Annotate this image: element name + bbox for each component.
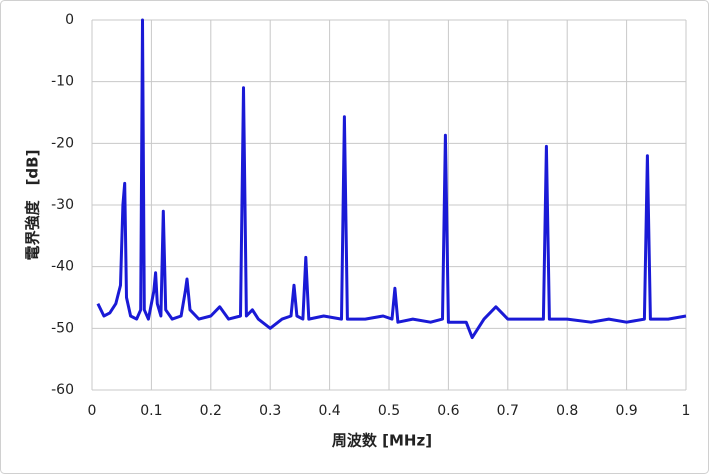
y-tick-label: -60 [51,382,74,398]
y-tick-label: 0 [65,12,74,28]
x-tick-label: 1 [682,403,691,419]
x-tick-label: 0.3 [259,403,281,419]
x-tick-label: 0.6 [437,403,459,419]
spectrum-line [96,18,687,340]
x-tick-label: 0 [88,403,97,419]
x-tick-label: 0.5 [378,403,400,419]
x-tick-label: 0.7 [497,403,519,419]
y-axis-label: 電界強度 [dB] [24,150,42,261]
y-tick-label: -30 [51,197,74,213]
x-tick-label: 0.8 [556,403,578,419]
x-tick-label: 0.9 [615,403,637,419]
x-tick-label: 0.4 [318,403,340,419]
x-tick-label: 0.1 [140,403,162,419]
x-tick-label: 0.2 [200,403,222,419]
y-tick-label: -50 [51,320,74,336]
y-tick-label: -20 [51,135,74,151]
x-axis-label: 周波数 [MHz] [332,432,432,450]
y-tick-label: -10 [51,74,74,90]
y-tick-label: -40 [51,259,74,275]
